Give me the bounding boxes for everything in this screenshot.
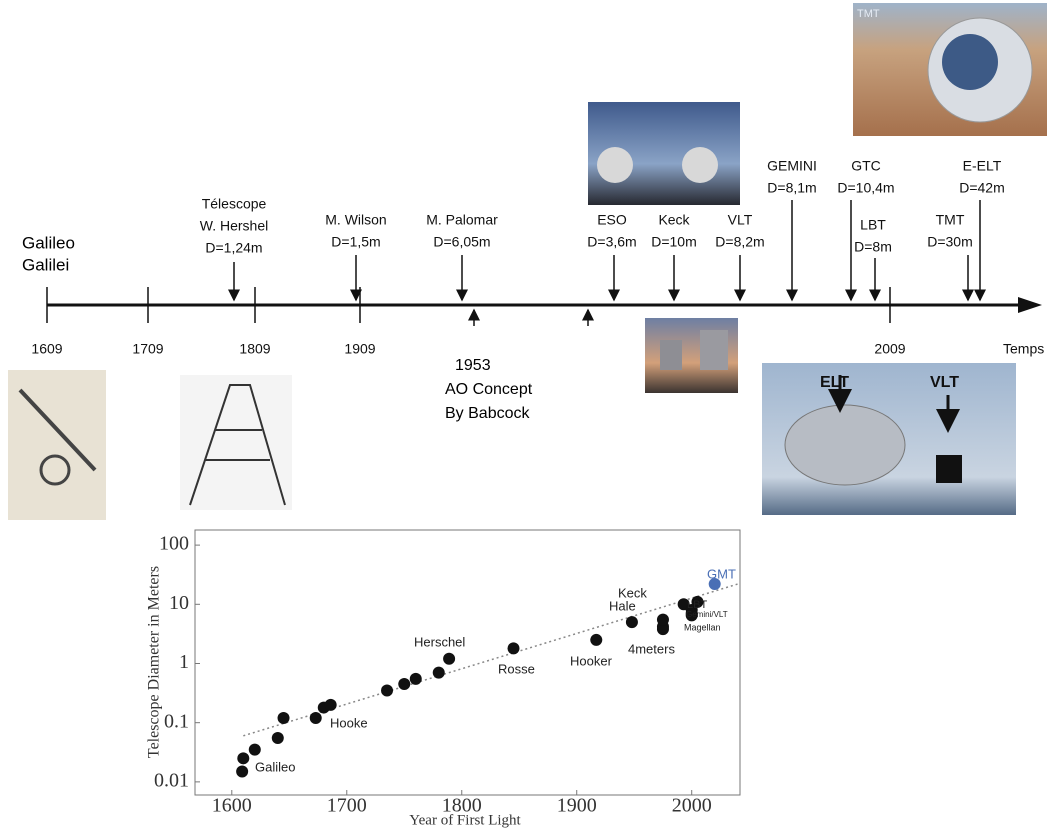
timeline-tick-label: 1909 (344, 341, 375, 357)
point (433, 667, 445, 679)
point-label: Herschel (414, 634, 465, 649)
point (626, 616, 638, 628)
page: TMT ELT VLT Temps Galileo Galilei 1953 A… (0, 0, 1059, 831)
event-label: ESO (597, 212, 627, 228)
event-label: E-ELT (963, 158, 1002, 174)
point-label: Keck (618, 585, 647, 600)
timeline-tick-label: 1709 (132, 341, 163, 357)
annotation-line: By Babcock (445, 405, 530, 422)
annotation-line: AO Concept (445, 381, 533, 398)
point-label: Rosse (498, 661, 535, 676)
event-label: D=1,5m (331, 234, 380, 250)
event-label: D=8m (854, 239, 892, 255)
event-label: D=10m (651, 234, 697, 250)
event-label: GTC (851, 158, 881, 174)
point (236, 765, 248, 777)
point (237, 752, 249, 764)
point (590, 634, 602, 646)
point-label: Gemini/VLT (686, 610, 728, 619)
point-label: GMT (707, 566, 736, 581)
point-label: 4meters (628, 641, 675, 656)
x-tick-label: 1700 (327, 795, 367, 817)
point-label: Hale (609, 598, 636, 613)
herschel-engraving (180, 375, 292, 510)
point (278, 712, 290, 724)
y-tick-label: 100 (159, 533, 189, 555)
event-label: M. Palomar (426, 212, 498, 228)
point (249, 744, 261, 756)
axis-label: Temps (1003, 341, 1044, 357)
point (507, 642, 519, 654)
event-label: M. Wilson (325, 212, 386, 228)
event-label: D=10,4m (837, 180, 894, 196)
photo-label: VLT (930, 374, 959, 391)
y-tick-label: 0.01 (154, 769, 189, 791)
event-label: Télescope (202, 196, 267, 212)
point (410, 673, 422, 685)
point (381, 684, 393, 696)
point (325, 699, 337, 711)
point-label: LBT (687, 599, 707, 611)
photos: TMT ELT VLT (8, 3, 1047, 520)
x-tick-label: 1600 (212, 795, 252, 817)
annotation: 1953 AO Concept By Babcock (445, 357, 533, 422)
event-label: D=8,1m (767, 180, 816, 196)
y-tick-label: 10 (169, 592, 189, 614)
timeline-tick-label: 1609 (31, 341, 62, 357)
timeline-arrow (1018, 297, 1042, 313)
point (398, 678, 410, 690)
photo-label: TMT (857, 8, 880, 20)
event-label: D=30m (927, 234, 973, 250)
start-label: Galileo (22, 233, 75, 252)
event-label: W. Hershel (200, 218, 268, 234)
x-tick-label: 2000 (672, 795, 712, 817)
point (272, 732, 284, 744)
point-label: Hooke (330, 715, 368, 730)
tmt-opening (942, 34, 998, 90)
event-label: D=42m (959, 180, 1005, 196)
timeline-tick-label: 1809 (239, 341, 270, 357)
point-label: Magellan (684, 622, 721, 632)
point-label: Galileo (255, 759, 295, 774)
event-label: D=8,2m (715, 234, 764, 250)
event-label: Keck (658, 212, 690, 228)
plot-area (195, 530, 740, 795)
y-tick-label: 0.1 (164, 710, 189, 732)
event-label: VLT (728, 212, 753, 228)
annotation-line: 1953 (455, 357, 491, 374)
point (657, 614, 669, 626)
timeline-tick-label: 2009 (874, 341, 905, 357)
y-axis-label: Telescope Diameter in Meters (146, 566, 163, 758)
event-label: D=1,24m (205, 240, 262, 256)
event-label: D=3,6m (587, 234, 636, 250)
photo-label: ELT (820, 374, 849, 391)
event-label: GEMINI (767, 158, 817, 174)
point-label: Hooker (570, 653, 613, 668)
point (443, 653, 455, 665)
event-label: LBT (860, 217, 886, 233)
x-tick-label: 1800 (442, 795, 482, 817)
point (310, 712, 322, 724)
start-label: Galilei (22, 255, 69, 274)
y-tick-label: 1 (179, 651, 189, 673)
event-label: D=6,05m (433, 234, 490, 250)
x-tick-label: 1900 (557, 795, 597, 817)
event-label: TMT (936, 212, 965, 228)
